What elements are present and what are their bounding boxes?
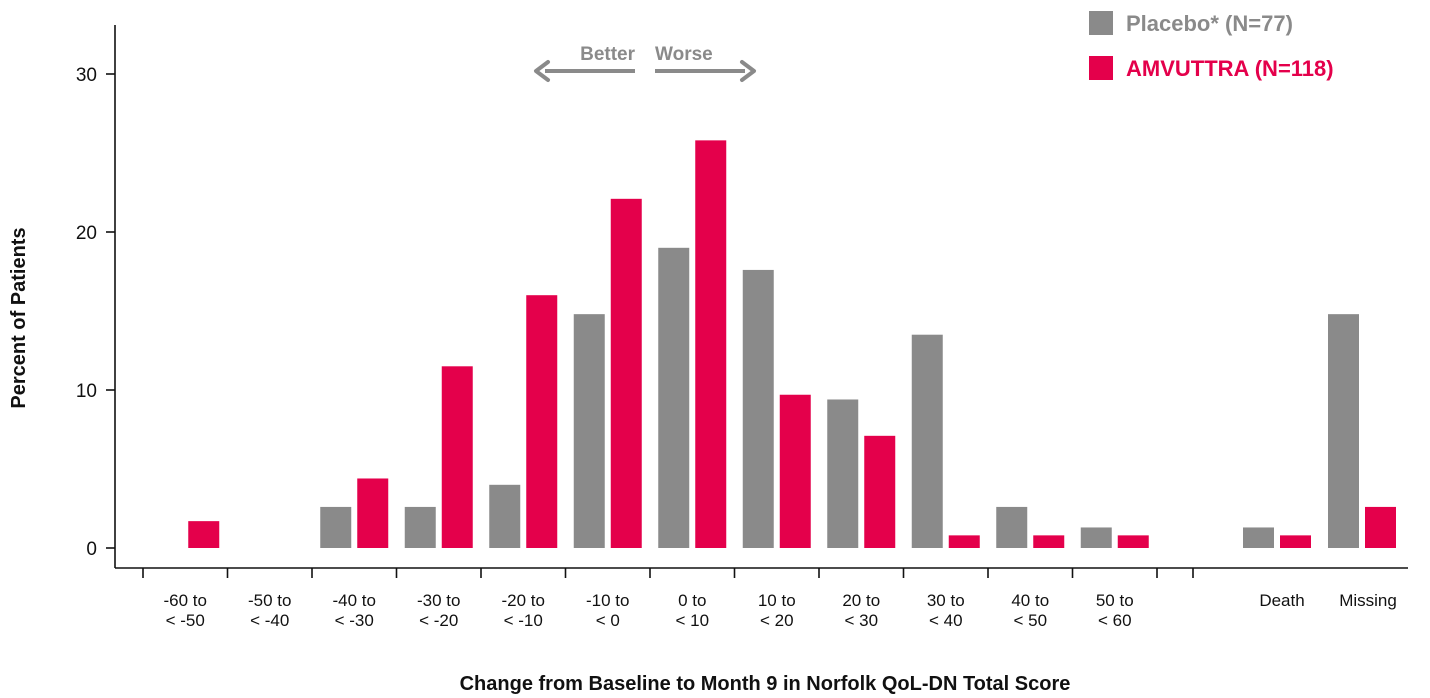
y-tick-label: 0 bbox=[86, 539, 97, 560]
bar-amvuttra-12 bbox=[1280, 535, 1311, 548]
bar-placebo-11 bbox=[1080, 527, 1112, 548]
x-category-label: < 30 bbox=[844, 611, 878, 630]
bar-amvuttra-7 bbox=[779, 394, 811, 548]
bar-amvuttra-13 bbox=[1365, 506, 1396, 548]
x-category-label: < 60 bbox=[1098, 611, 1132, 630]
y-tick-label: 20 bbox=[76, 223, 97, 244]
better-arrow-icon bbox=[534, 60, 550, 82]
bar-amvuttra-3 bbox=[441, 366, 473, 548]
bars-layer bbox=[188, 140, 1396, 549]
bar-placebo-13 bbox=[1328, 314, 1359, 548]
x-category-label: < 0 bbox=[596, 611, 620, 630]
worse-label: Worse bbox=[655, 44, 713, 65]
y-axis-title: Percent of Patients bbox=[8, 227, 30, 408]
x-axis-title: Change from Baseline to Month 9 in Norfo… bbox=[460, 673, 1071, 695]
bar-amvuttra-6 bbox=[695, 140, 727, 549]
bar-amvuttra-9 bbox=[948, 535, 980, 548]
bar-placebo-8 bbox=[827, 399, 859, 548]
x-category-label: < 20 bbox=[760, 611, 794, 630]
bar-placebo-7 bbox=[742, 269, 774, 548]
x-category-label: < -50 bbox=[166, 611, 205, 630]
legend-label-placebo: Placebo* (N=77) bbox=[1126, 11, 1293, 36]
x-category-label: 20 to bbox=[842, 591, 880, 610]
x-category-label: < 50 bbox=[1013, 611, 1047, 630]
x-category-label: -20 to bbox=[502, 591, 545, 610]
bar-amvuttra-5 bbox=[610, 198, 642, 548]
bar-placebo-6 bbox=[658, 247, 690, 549]
bar-placebo-5 bbox=[573, 314, 605, 548]
y-tick-label: 30 bbox=[76, 65, 97, 86]
x-category-label: 0 to bbox=[678, 591, 706, 610]
x-category-label: < 10 bbox=[675, 611, 709, 630]
worse-arrow-icon bbox=[740, 60, 756, 82]
legend-swatch-placebo bbox=[1089, 11, 1113, 35]
x-category-label: < -10 bbox=[504, 611, 543, 630]
bar-placebo-9 bbox=[911, 334, 943, 548]
better-label: Better bbox=[580, 44, 636, 65]
x-category-label: < -40 bbox=[250, 611, 289, 630]
bar-amvuttra-4 bbox=[526, 295, 558, 548]
x-category-label: Death bbox=[1259, 591, 1304, 610]
bar-amvuttra-2 bbox=[357, 478, 389, 548]
x-category-label: 10 to bbox=[758, 591, 796, 610]
bar-amvuttra-10 bbox=[1033, 535, 1065, 548]
bar-placebo-10 bbox=[996, 506, 1028, 548]
x-category-label: -10 to bbox=[586, 591, 629, 610]
x-category-label: -60 to bbox=[164, 591, 207, 610]
bar-placebo-12 bbox=[1243, 527, 1274, 548]
bar-placebo-4 bbox=[489, 484, 521, 548]
x-category-label: 30 to bbox=[927, 591, 965, 610]
bar-amvuttra-0 bbox=[188, 521, 220, 548]
x-category-labels: -60 to< -50-50 to< -40-40 to< -30-30 to<… bbox=[142, 568, 1397, 630]
x-category-label: -40 to bbox=[333, 591, 376, 610]
x-category-label: -30 to bbox=[417, 591, 460, 610]
x-category-label: < -30 bbox=[335, 611, 374, 630]
legend-swatch-amvuttra bbox=[1089, 56, 1113, 80]
direction-annotation: Better Worse bbox=[534, 44, 756, 82]
x-category-label: Missing bbox=[1339, 591, 1397, 610]
bar-amvuttra-11 bbox=[1117, 535, 1149, 548]
bar-placebo-2 bbox=[320, 506, 352, 548]
x-category-label: < -20 bbox=[419, 611, 458, 630]
x-category-label: < 40 bbox=[929, 611, 963, 630]
bar-amvuttra-8 bbox=[864, 435, 896, 548]
legend-label-amvuttra: AMVUTTRA (N=118) bbox=[1126, 56, 1334, 81]
x-category-label: 40 to bbox=[1011, 591, 1049, 610]
y-tick-label: 10 bbox=[76, 381, 97, 402]
x-category-label: -50 to bbox=[248, 591, 291, 610]
legend: Placebo* (N=77) AMVUTTRA (N=118) bbox=[1089, 11, 1334, 81]
y-ticks: 0 10 20 30 bbox=[76, 65, 115, 560]
bar-placebo-3 bbox=[404, 506, 436, 548]
x-category-label: 50 to bbox=[1096, 591, 1134, 610]
